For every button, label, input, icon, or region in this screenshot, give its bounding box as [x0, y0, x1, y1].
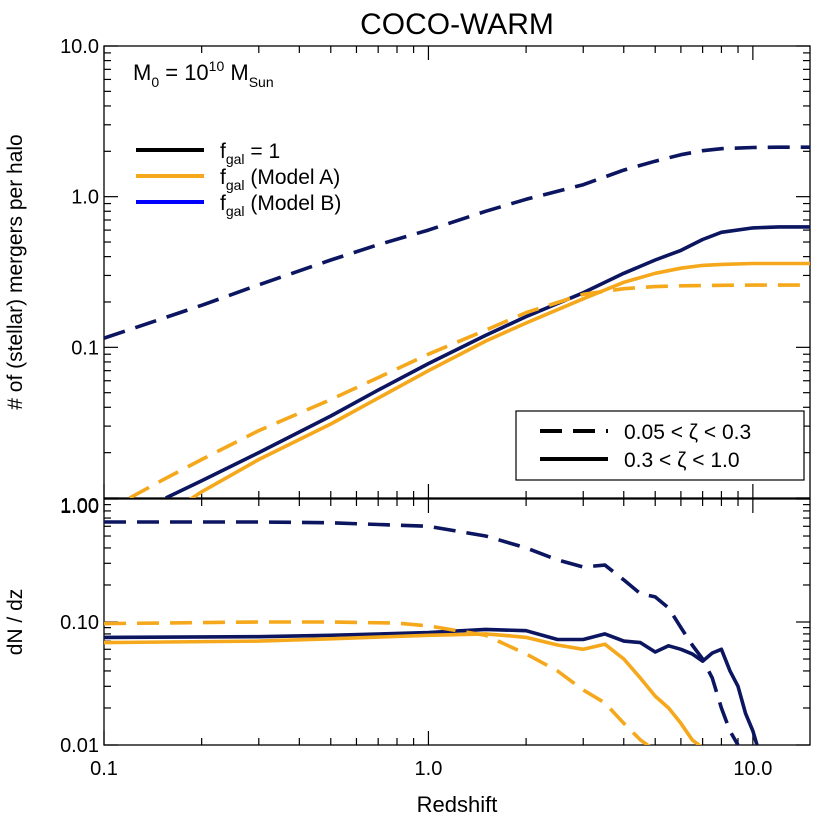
series-line: [104, 620, 651, 745]
annotation-part: = 10: [159, 60, 209, 85]
x-tick-label: 10.0: [733, 758, 772, 780]
series-line: [128, 283, 810, 498]
annotation-part: Sun: [249, 74, 274, 90]
annotation-part: M: [133, 60, 151, 85]
legend-label: fgal (Model A): [220, 166, 340, 193]
bottom-panel: 0.01 0.10 1.00 0.1 1.0 10.0 dN / dz: [4, 496, 811, 780]
annotation-text: M0 = 1010 MSun: [133, 58, 274, 90]
y-tick-label: 0.10: [60, 612, 99, 634]
annotation-part: 0: [151, 74, 159, 90]
legend-label-part: f: [220, 166, 226, 189]
x-tick-label: 1.0: [415, 758, 443, 780]
annotation-part: 10: [209, 58, 225, 74]
series-group: [104, 520, 759, 745]
x-tick-label: 0.1: [90, 758, 118, 780]
y-tick-label: 10.0: [60, 36, 99, 58]
annotation-part: M: [224, 60, 248, 85]
y-tick-label: 0.1: [71, 337, 99, 359]
y-tick-label: 0.01: [60, 735, 99, 757]
legend-box: [515, 410, 805, 481]
series-line: [104, 520, 740, 745]
halo-mass-annotation: M0 = 1010 MSun: [133, 58, 274, 90]
series-line: [104, 145, 810, 340]
legend-label-part: f: [220, 140, 226, 163]
y-tick-label: 1.00: [60, 496, 99, 518]
mass-ratio-legend: 0.05 < ζ < 0.3 0.3 < ζ < 1.0: [515, 410, 805, 481]
legend-label-part: gal: [226, 151, 245, 167]
legend-label-part: = 1: [245, 140, 281, 163]
legend-label: fgal = 1: [220, 140, 280, 167]
y-axis-label: dN / dz: [4, 589, 27, 656]
legend-label-part: (Model A): [245, 166, 341, 189]
series-line: [104, 632, 702, 745]
y-axis-label: # of (stellar) mergers per halo: [4, 134, 27, 409]
chart-title: COCO-WARM: [360, 8, 554, 41]
x-axis-label: Redshift: [417, 792, 498, 817]
legend-label-part: gal: [226, 177, 245, 193]
legend-label-part: f: [220, 192, 226, 215]
plot-frame: [103, 45, 811, 499]
y-tick-label: 1.0: [71, 187, 99, 209]
y-tick-label: 1.00: [60, 495, 99, 517]
legend-label: 0.3 < ζ < 1.0: [624, 449, 740, 472]
series-line: [189, 261, 810, 498]
legend-label: 0.05 < ζ < 0.3: [624, 421, 751, 444]
legend-label-part: (Model B): [245, 192, 342, 215]
series-group: [104, 145, 810, 498]
top-panel: 1.00 0.1 1.0 10.0 # of (stellar) mergers per…: [4, 36, 811, 517]
legend-label-part: gal: [226, 203, 245, 219]
series-line: [104, 627, 759, 745]
legend-label: fgal (Model B): [220, 192, 341, 219]
